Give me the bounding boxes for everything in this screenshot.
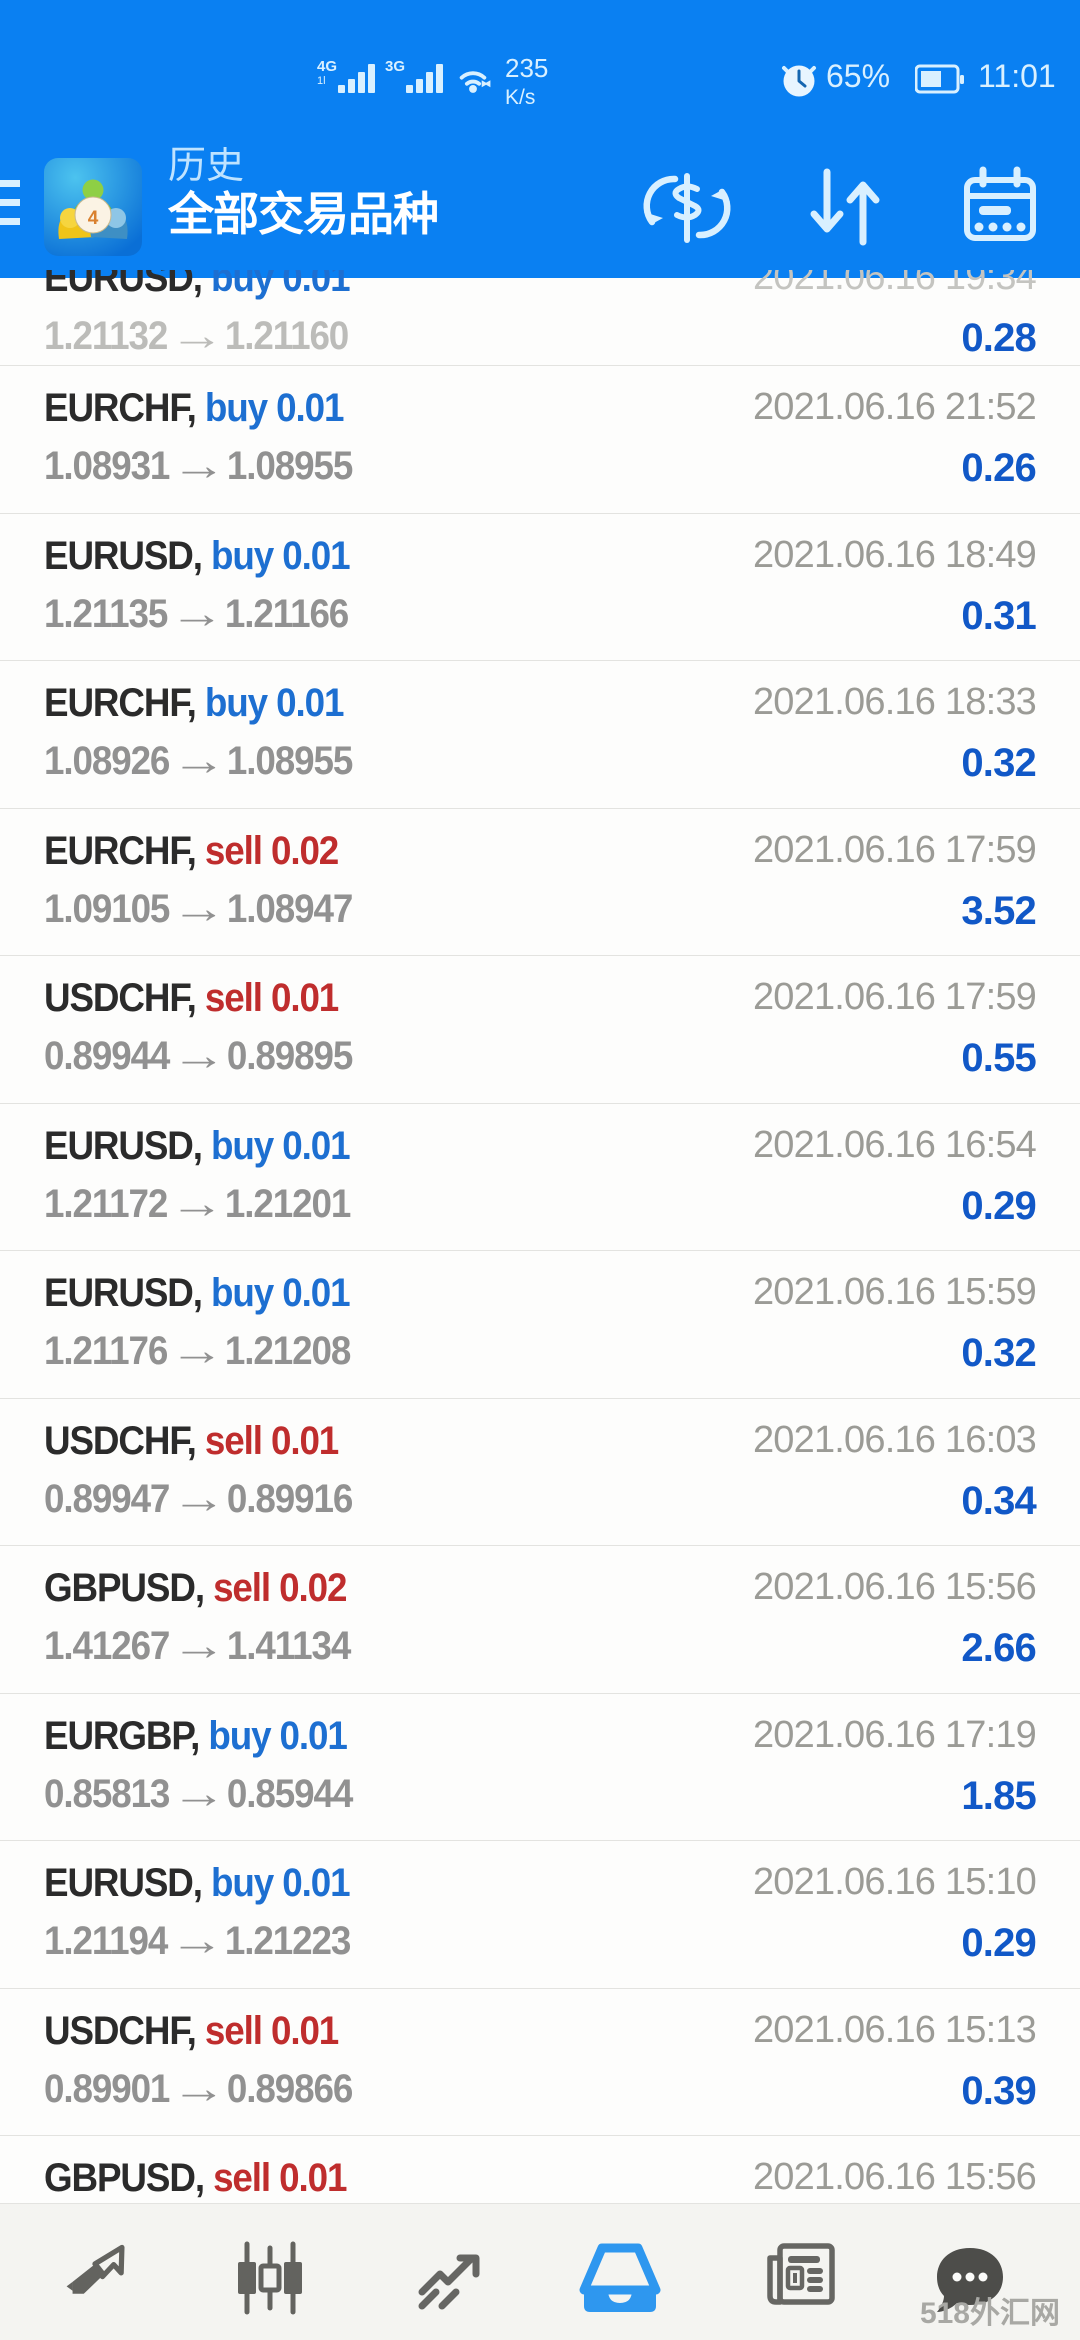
svg-text:4: 4 (88, 208, 99, 229)
